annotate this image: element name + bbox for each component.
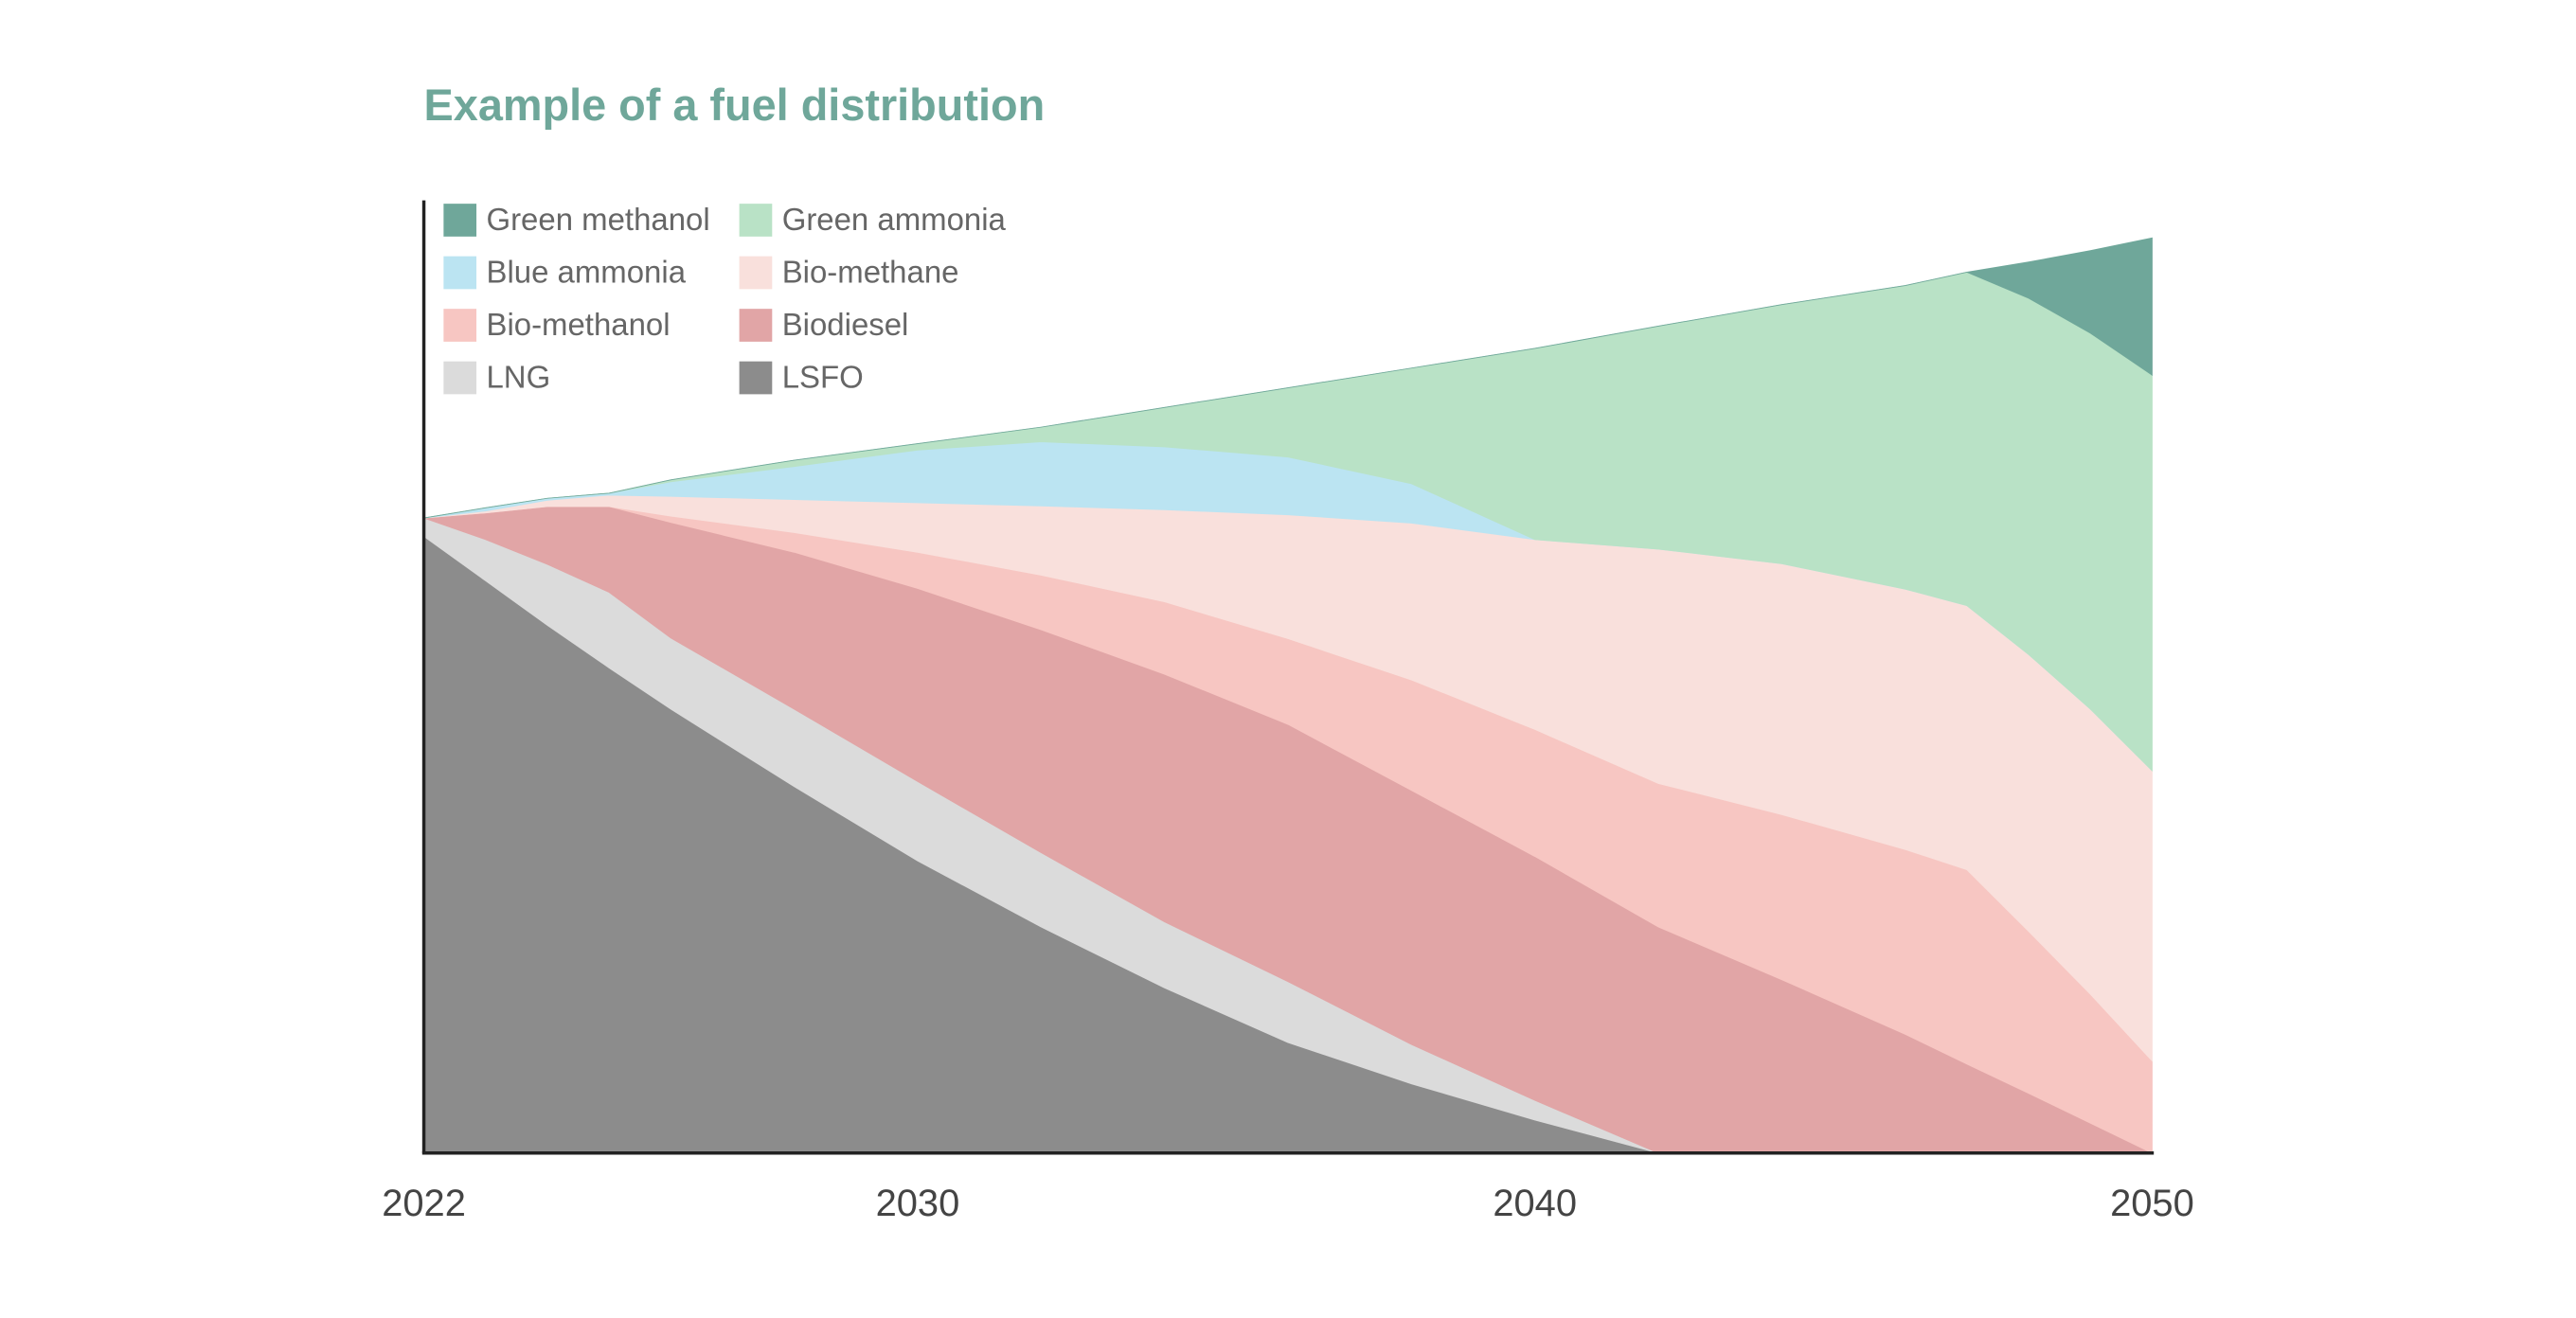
area: [423, 237, 2153, 519]
legend-swatch: [739, 361, 773, 395]
legend-label: LSFO: [782, 359, 864, 394]
legend-swatch: [739, 204, 773, 237]
x-tick-label: 2022: [382, 1183, 466, 1224]
legend-swatch: [443, 309, 477, 342]
legend-label: Bio-methane: [782, 254, 959, 289]
chart-title: Example of a fuel distribution: [424, 80, 1046, 130]
legend-swatch: [443, 256, 477, 290]
legend-label: LNG: [486, 359, 550, 394]
x-tick-label: 2030: [876, 1183, 960, 1224]
legend-swatch: [443, 361, 477, 395]
legend-label: Bio-methanol: [486, 307, 670, 342]
x-tick-label: 2050: [2110, 1183, 2194, 1224]
legend-label: Biodiesel: [782, 307, 909, 342]
legend-swatch: [443, 204, 477, 237]
legend-swatch: [739, 256, 773, 290]
legend-swatch: [739, 309, 773, 342]
legend-label: Blue ammonia: [486, 254, 686, 289]
legend-label: Green methanol: [486, 202, 709, 237]
x-tick-label: 2040: [1493, 1183, 1577, 1224]
legend-label: Green ammonia: [782, 202, 1007, 237]
